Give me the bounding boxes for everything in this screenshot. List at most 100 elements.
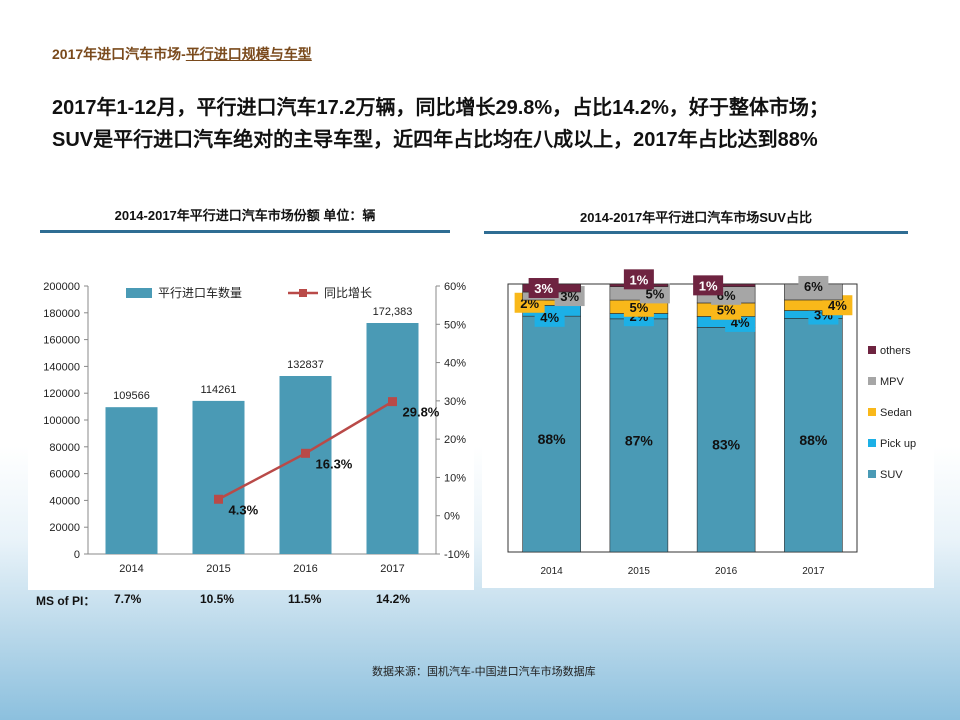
y-tick-label: 100000 xyxy=(43,415,80,427)
bar xyxy=(105,407,158,554)
right-title-rule xyxy=(484,231,908,234)
suv-share-chart: 88%4%2%3%3%201487%2%5%5%1%201583%4%5%6%1… xyxy=(507,269,916,577)
ms-of-pi-label: MS of PI： xyxy=(36,594,96,608)
y2-tick-label: 0% xyxy=(444,511,460,523)
slide-title-main: 平行进口规模与车型 xyxy=(185,46,312,62)
segment-label: 83% xyxy=(712,437,741,453)
y-tick-label: 60000 xyxy=(49,469,80,481)
legend-line-label: 同比增长 xyxy=(324,286,372,300)
bar-value-label: 109566 xyxy=(113,390,150,402)
legend-swatch xyxy=(868,439,876,447)
volume-growth-chart: 0 20000 40000 60000 80000 100000 120000 140000 1… xyxy=(43,281,470,575)
x-tick-label: 2017 xyxy=(802,566,825,577)
slide-title-prefix: 2017年进口汽车市场- xyxy=(52,46,186,62)
growth-label: 4.3% xyxy=(229,502,259,517)
legend-swatch xyxy=(868,346,876,354)
bar xyxy=(366,323,419,554)
segment-label-bg xyxy=(798,275,829,296)
x-tick-label: 2017 xyxy=(380,563,404,575)
y-tick-label: 80000 xyxy=(49,442,80,454)
legend-swatch xyxy=(868,377,876,385)
x-tick-label: 2015 xyxy=(628,566,651,577)
segment-label: 5% xyxy=(645,286,664,301)
x-tick-label: 2016 xyxy=(715,566,738,577)
x-tick-label: 2014 xyxy=(541,566,564,577)
segment-label: 4% xyxy=(540,310,559,325)
bar xyxy=(279,375,332,554)
y-tick-label: 120000 xyxy=(43,388,80,400)
segment-label-bg xyxy=(822,295,853,316)
x-tick-label: 2015 xyxy=(206,563,230,575)
legend-label: MPV xyxy=(880,376,905,388)
y-tick-label: 0 xyxy=(74,549,80,561)
segment-label-bg xyxy=(528,278,559,299)
segment-label: 3% xyxy=(560,289,579,304)
growth-label: 16.3% xyxy=(316,456,353,471)
stack-segment xyxy=(784,318,843,553)
data-source: 数据来源：国机汽车-中国进口汽车市场数据库 xyxy=(372,666,596,678)
legend-label: others xyxy=(880,345,911,357)
slide-title: 2017年进口汽车市场-平行进口规模与车型 xyxy=(52,44,312,64)
y2-tick-label: 10% xyxy=(444,472,466,484)
legend-label: SUV xyxy=(880,469,903,481)
left-title-rule xyxy=(40,230,450,233)
legend-swatch xyxy=(868,408,876,416)
legend-label: Pick up xyxy=(880,438,916,450)
y-tick-label: 40000 xyxy=(49,495,80,507)
legend-bar-label: 平行进口车数量 xyxy=(158,285,242,300)
stack-segment xyxy=(522,315,581,553)
segment-label: 87% xyxy=(625,432,654,448)
ms-of-pi-2015: 10.5% xyxy=(200,592,235,606)
x-tick-label: 2014 xyxy=(119,563,143,575)
headline-line-1: 2017年1-12月，平行进口汽车17.2万辆，同比增长29.8%，占比14.2… xyxy=(52,97,829,119)
y2-tick-label: 60% xyxy=(444,281,466,293)
segment-label: 5% xyxy=(629,300,648,315)
left-chart-area: 0 20000 40000 60000 80000 100000 120000 140000 1… xyxy=(28,262,474,590)
ms-of-pi-2014: 7.7% xyxy=(114,592,142,606)
y2-tick-label: -10% xyxy=(444,549,470,561)
legend-line-marker xyxy=(299,289,307,297)
headline: 2017年1-12月，平行进口汽车17.2万辆，同比增长29.8%，占比14.2… xyxy=(52,92,932,156)
y-tick-label: 160000 xyxy=(43,335,80,347)
legend-label: Sedan xyxy=(880,407,912,419)
segment-label: 5% xyxy=(717,303,736,318)
y2-tick-label: 30% xyxy=(444,396,466,408)
bar-value-label: 172,383 xyxy=(373,306,413,318)
headline-line-2: SUV是平行进口汽车绝对的主导车型，近四年占比均在八成以上，2017年占比达到8… xyxy=(52,129,818,151)
plot-frame xyxy=(507,283,858,553)
right-chart-title: 2014-2017年平行进口汽车市场SUV占比 xyxy=(580,210,812,225)
legend-swatch xyxy=(868,470,876,478)
growth-point xyxy=(301,448,310,458)
stack-segment xyxy=(696,327,756,553)
ms-of-pi-2016: 11.5% xyxy=(288,592,322,606)
y-tick-label: 140000 xyxy=(43,361,80,373)
ms-of-pi-2017: 14.2% xyxy=(376,592,411,606)
segment-label-bg xyxy=(693,275,724,296)
y-tick-label: 200000 xyxy=(43,281,80,293)
segment-label: 6% xyxy=(804,279,823,294)
right-chart-area: 88%4%2%3%3%201487%2%5%5%1%201583%4%5%6%1… xyxy=(482,262,934,588)
stack-segment xyxy=(609,318,669,553)
y-tick-label: 180000 xyxy=(43,308,80,320)
bar-value-label: 132837 xyxy=(287,359,324,371)
segment-label: 88% xyxy=(538,431,567,447)
growth-point xyxy=(388,397,397,407)
segment-label: 1% xyxy=(699,278,718,293)
legend-bar-swatch xyxy=(126,288,152,298)
segment-label: 88% xyxy=(799,432,828,448)
segment-label: 3% xyxy=(534,281,553,296)
segment-label-bg xyxy=(623,269,654,290)
x-tick-label: 2016 xyxy=(293,563,317,575)
left-chart-title: 2014-2017年平行进口汽车市场份额 单位：辆 xyxy=(114,208,376,223)
growth-point xyxy=(214,494,223,504)
y2-tick-label: 50% xyxy=(444,319,466,331)
segment-label: 1% xyxy=(629,272,648,287)
growth-label: 29.8% xyxy=(403,405,440,420)
bar-value-label: 114261 xyxy=(201,384,237,396)
y-tick-label: 20000 xyxy=(49,522,80,534)
bar xyxy=(192,400,245,554)
y2-tick-label: 20% xyxy=(444,434,466,446)
segment-label: 4% xyxy=(828,298,847,313)
y2-tick-label: 40% xyxy=(444,358,466,370)
ms-of-pi-row: MS of PI： 7.7% 10.5% 11.5% 14.2% xyxy=(34,592,464,610)
